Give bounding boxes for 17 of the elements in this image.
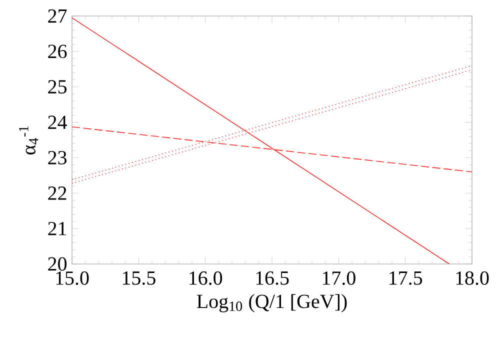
x-tick-label: 15.0 xyxy=(56,271,89,285)
x-tick-label: 16.0 xyxy=(190,271,222,285)
x-tick-label: 15.5 xyxy=(122,271,156,285)
x-tick-label: 16.5 xyxy=(256,271,289,285)
y-tick-label: 23 xyxy=(48,150,67,164)
y-tick-label: 26 xyxy=(48,44,67,58)
x-axis-title: Log$_{10}$ (Q/1 [GeV]) xyxy=(196,294,347,312)
y-tick-label: 27 xyxy=(48,9,67,23)
y-tick-label: 22 xyxy=(48,186,66,200)
x-tick-label: 18.0 xyxy=(456,271,489,285)
y-tick-label: 25 xyxy=(48,80,67,94)
x-tick-label: 17.5 xyxy=(390,271,422,285)
y-axis-title: α$_{4}$-1 xyxy=(19,126,38,154)
y-tick-label: 24 xyxy=(48,116,67,129)
x-tick-label: 17.0 xyxy=(322,271,356,285)
y-tick-label: 20 xyxy=(48,257,67,271)
y-tick-label: 21 xyxy=(48,222,66,236)
